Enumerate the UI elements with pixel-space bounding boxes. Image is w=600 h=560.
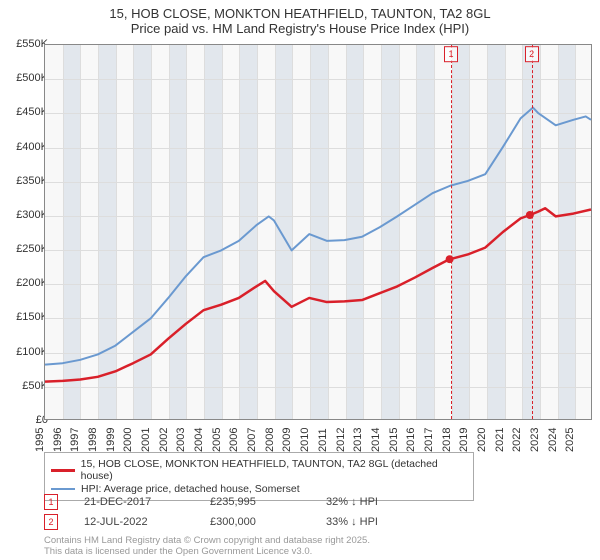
sale-marker-badge: 1 [444,46,458,62]
footer-line-2: This data is licensed under the Open Gov… [44,547,370,558]
legend-swatch-hpi [51,488,75,490]
plot-area: 12 [44,44,592,420]
line-svg [45,45,591,419]
x-tick-label: 2004 [193,428,205,452]
sales-row-2: 2 12-JUL-2022 £300,000 33% ↓ HPI [44,514,426,530]
x-tick-label: 2000 [122,428,134,452]
x-tick-label: 2007 [246,428,258,452]
x-tick-label: 2019 [458,428,470,452]
x-tick-label: 2008 [264,428,276,452]
legend-swatch-price-paid [51,469,75,472]
x-tick-label: 2001 [140,428,152,452]
x-tick-label: 2006 [228,428,240,452]
x-tick-label: 2009 [281,428,293,452]
footer: Contains HM Land Registry data © Crown c… [44,536,370,558]
sales-delta-2: 33% ↓ HPI [326,516,426,528]
x-tick-label: 2015 [388,428,400,452]
title-line-2: Price paid vs. HM Land Registry's House … [0,21,600,36]
sales-delta-1: 32% ↓ HPI [326,496,426,508]
x-tick-label: 2024 [547,428,559,452]
x-tick-label: 2016 [405,428,417,452]
x-tick-label: 2005 [211,428,223,452]
x-tick-label: 2022 [511,428,523,452]
x-tick-label: 2010 [299,428,311,452]
x-tick-label: 2018 [441,428,453,452]
x-tick-label: 2021 [494,428,506,452]
sale-marker-dot [526,211,534,219]
sale-marker-dot [446,255,454,263]
x-tick-label: 2017 [423,428,435,452]
chart-container: 15, HOB CLOSE, MONKTON HEATHFIELD, TAUNT… [0,0,600,560]
x-tick-label: 1998 [87,428,99,452]
sales-table: 1 21-DEC-2017 £235,995 32% ↓ HPI 2 12-JU… [44,494,426,534]
x-tick-label: 2014 [370,428,382,452]
sales-row-1: 1 21-DEC-2017 £235,995 32% ↓ HPI [44,494,426,510]
sale-marker-badge: 2 [525,46,539,62]
x-tick-label: 2003 [175,428,187,452]
sales-marker-1: 1 [44,494,58,510]
title-line-1: 15, HOB CLOSE, MONKTON HEATHFIELD, TAUNT… [0,6,600,21]
x-tick-label: 2025 [564,428,576,452]
sales-date-2: 12-JUL-2022 [84,516,184,528]
sales-date-1: 21-DEC-2017 [84,496,184,508]
legend-row-price-paid: 15, HOB CLOSE, MONKTON HEATHFIELD, TAUNT… [51,458,467,482]
x-tick-label: 2011 [317,428,329,452]
sales-price-1: £235,995 [210,496,300,508]
x-tick-label: 1997 [69,428,81,452]
sales-price-2: £300,000 [210,516,300,528]
x-tick-label: 2023 [529,428,541,452]
x-tick-label: 2012 [335,428,347,452]
sale-marker-line [532,45,533,419]
sales-marker-2: 2 [44,514,58,530]
legend-label-price-paid: 15, HOB CLOSE, MONKTON HEATHFIELD, TAUNT… [81,458,467,482]
sale-marker-line [451,45,452,419]
x-tick-label: 1999 [105,428,117,452]
x-tick-label: 2002 [158,428,170,452]
series-price_paid [45,208,591,381]
x-tick-label: 1996 [52,428,64,452]
chart-title: 15, HOB CLOSE, MONKTON HEATHFIELD, TAUNT… [0,0,600,36]
x-tick-label: 2013 [352,428,364,452]
x-tick-label: 1995 [34,428,46,452]
x-tick-label: 2020 [476,428,488,452]
series-hpi [45,108,591,365]
